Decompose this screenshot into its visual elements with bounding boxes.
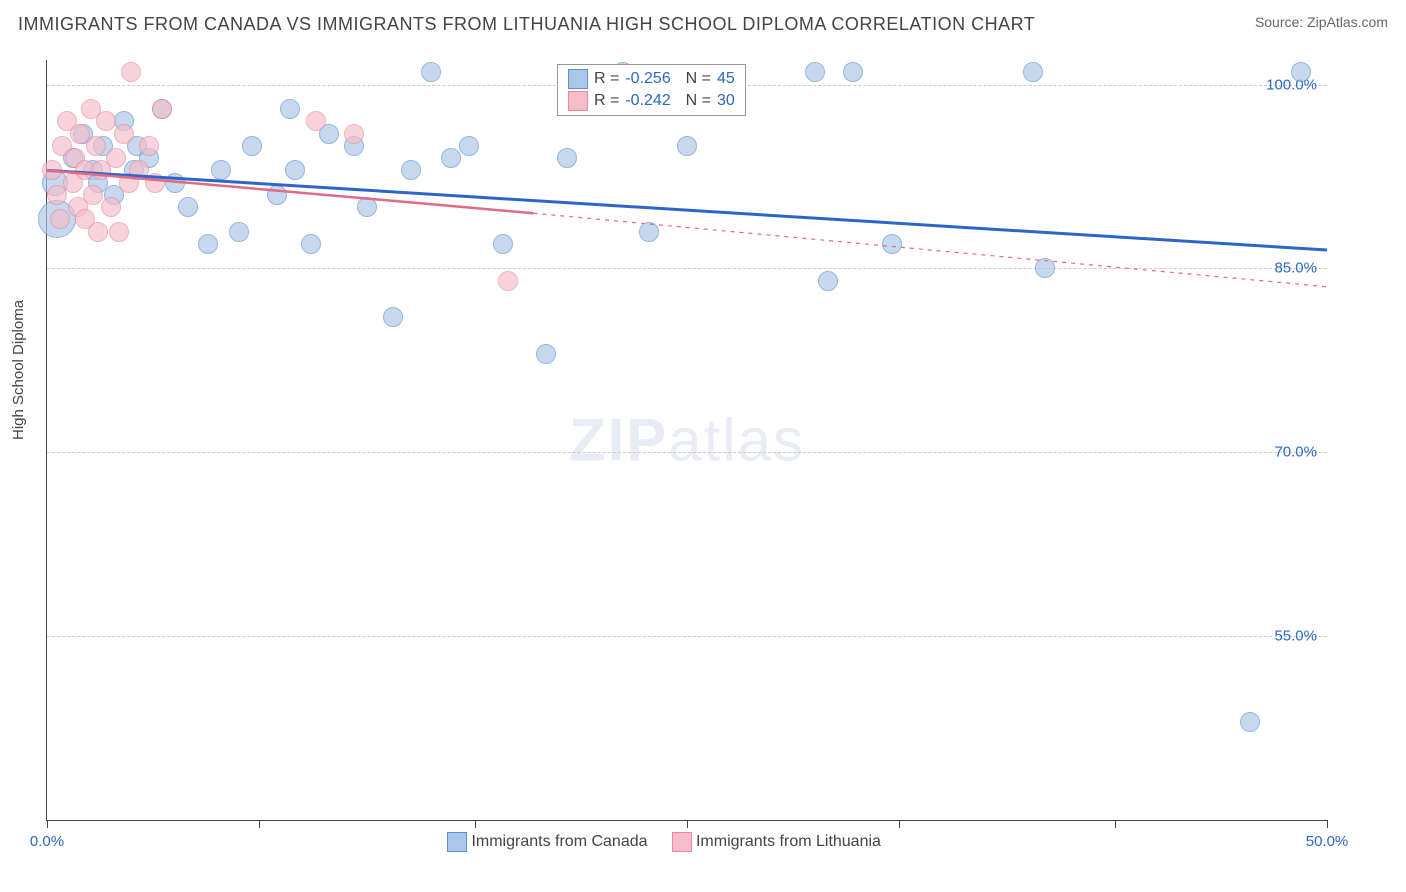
y-axis-label: High School Diploma	[10, 300, 27, 440]
plot-area: ZIPatlas Immigrants from Canada Immigran…	[46, 60, 1327, 821]
legend-swatch-canada	[568, 69, 588, 89]
legend-swatch-lithuania	[568, 91, 588, 111]
legend-swatch-lithuania	[672, 832, 692, 852]
x-tick-mark	[47, 820, 48, 828]
legend-bottom-item-lithuania: Immigrants from Lithuania	[672, 832, 881, 852]
trend-overlay	[47, 60, 1327, 820]
trendline-lithuania	[47, 170, 533, 213]
x-tick-mark	[475, 820, 476, 828]
legend-r-label: R =	[594, 68, 619, 90]
x-tick-label: 50.0%	[1306, 833, 1349, 850]
legend-n-value: 45	[717, 68, 735, 90]
legend-bottom-item-canada: Immigrants from Canada	[447, 832, 648, 852]
legend-bottom-label: Immigrants from Lithuania	[696, 833, 881, 850]
legend-swatch-canada	[447, 832, 467, 852]
legend-row-lithuania: R = -0.242 N = 30	[568, 90, 735, 112]
trendline-canada	[47, 170, 1327, 250]
chart-container: IMMIGRANTS FROM CANADA VS IMMIGRANTS FRO…	[0, 0, 1406, 892]
x-tick-mark	[1327, 820, 1328, 828]
legend-n-value: 30	[717, 90, 735, 112]
x-tick-mark	[1115, 820, 1116, 828]
x-tick-mark	[899, 820, 900, 828]
correlation-legend: R = -0.256 N = 45 R = -0.242 N = 30	[557, 64, 746, 116]
legend-n-label: N =	[677, 90, 711, 112]
legend-bottom-label: Immigrants from Canada	[471, 833, 647, 850]
legend-row-canada: R = -0.256 N = 45	[568, 68, 735, 90]
x-tick-mark	[259, 820, 260, 828]
x-tick-label: 0.0%	[30, 833, 64, 850]
x-tick-mark	[687, 820, 688, 828]
chart-title: IMMIGRANTS FROM CANADA VS IMMIGRANTS FRO…	[18, 14, 1035, 35]
legend-r-value: -0.256	[625, 68, 670, 90]
legend-r-label: R =	[594, 90, 619, 112]
source-attribution: Source: ZipAtlas.com	[1255, 14, 1388, 30]
legend-n-label: N =	[677, 68, 711, 90]
legend-bottom: Immigrants from Canada Immigrants from L…	[447, 832, 881, 852]
legend-r-value: -0.242	[625, 90, 670, 112]
